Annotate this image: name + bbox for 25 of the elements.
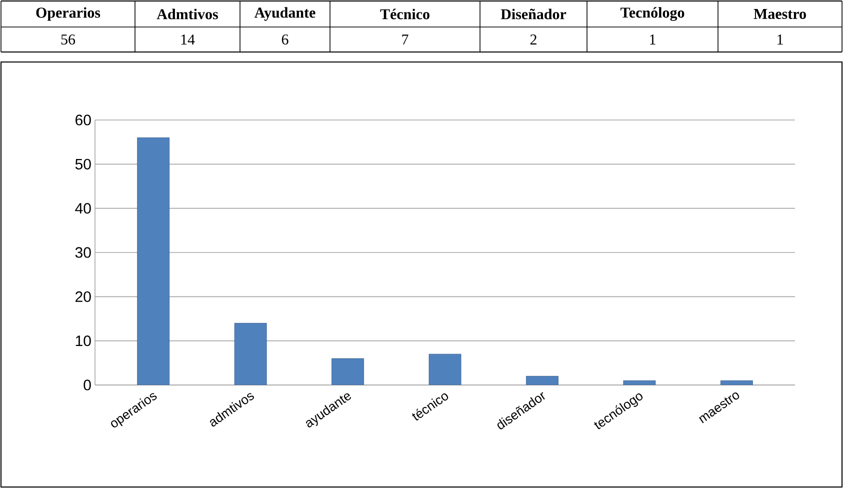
y-tick-label: 10: [76, 336, 91, 346]
data-label: 2: [530, 34, 536, 44]
y-tick-label: 20: [76, 291, 91, 302]
data-label: 1: [778, 34, 783, 44]
y-tick-label: 50: [75, 158, 91, 170]
category-label: Tecnólogo: [620, 7, 684, 21]
data-label: 56: [61, 34, 76, 45]
y-tick-label: 0: [84, 380, 91, 390]
y-tick-label: 30: [75, 247, 91, 258]
y-tick-label: 40: [75, 203, 91, 214]
category-label: Técnico: [380, 8, 430, 20]
data-label: 14: [181, 34, 195, 44]
category-label: Admtivos: [156, 8, 218, 20]
data-label: 1: [650, 34, 656, 44]
data-label: 6: [282, 34, 288, 45]
bar: [332, 358, 364, 385]
category-label: Maestro: [754, 9, 806, 19]
bar: [428, 354, 462, 385]
bar: [137, 137, 170, 385]
category-label: Operarios: [36, 7, 100, 21]
category-label: Diseñador: [500, 8, 566, 20]
category-label: Ayudante: [254, 7, 316, 21]
bar: [234, 322, 267, 385]
y-tick-label: 60: [76, 114, 91, 126]
data-label: 7: [402, 34, 408, 44]
